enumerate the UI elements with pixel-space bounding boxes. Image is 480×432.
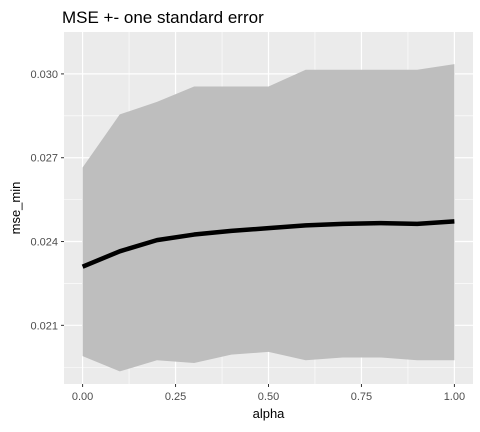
y-tick-label-3: 0.030 bbox=[30, 69, 58, 81]
x-tick-label-4: 1.00 bbox=[444, 391, 465, 403]
x-tick-label-2: 0.50 bbox=[258, 391, 279, 403]
x-tick-label-0: 0.00 bbox=[72, 391, 93, 403]
y-axis-title: mse_min bbox=[8, 182, 23, 235]
y-axis-ticks: 0.021 0.024 0.027 0.030 bbox=[30, 69, 64, 332]
y-tick-label-1: 0.024 bbox=[30, 237, 58, 249]
mse-line bbox=[81, 219, 455, 269]
x-axis-title: alpha bbox=[253, 406, 286, 421]
x-tick-label-1: 0.25 bbox=[165, 391, 186, 403]
y-tick-label-2: 0.027 bbox=[30, 153, 58, 165]
x-axis-ticks: 0.00 0.25 0.50 0.75 1.00 bbox=[72, 384, 465, 403]
y-tick-label-0: 0.021 bbox=[30, 320, 58, 332]
x-tick-label-3: 0.75 bbox=[351, 391, 372, 403]
standard-error-band bbox=[82, 64, 455, 372]
chart-title: MSE +- one standard error bbox=[62, 8, 264, 27]
